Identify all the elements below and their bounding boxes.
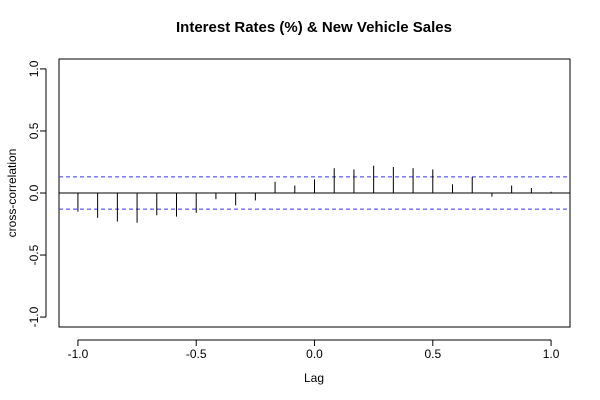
- ccf-bars: [77, 165, 552, 223]
- y-tick-label: -1.0: [27, 306, 41, 327]
- y-tick-label: 0.0: [27, 184, 41, 201]
- x-tick-label: -1.0: [68, 347, 89, 361]
- y-tick-label: -0.5: [27, 244, 41, 265]
- y-tick-label: 0.5: [27, 122, 41, 139]
- y-axis-label: cross-correlation: [5, 149, 19, 238]
- x-tick-label: 0.5: [424, 347, 441, 361]
- x-tick-label: 0.0: [306, 347, 323, 361]
- x-axis-label: Lag: [304, 371, 324, 385]
- x-tick-label: -0.5: [186, 347, 207, 361]
- chart-title: Interest Rates (%) & New Vehicle Sales: [176, 19, 452, 36]
- confidence-bounds: [59, 176, 570, 210]
- x-tick-label: 1.0: [543, 347, 560, 361]
- y-axis: -1.0 -0.5 0.0 0.5 1.0: [27, 60, 47, 327]
- x-axis: -1.0 -0.5 0.0 0.5 1.0: [68, 339, 560, 361]
- y-tick-label: 1.0: [27, 60, 41, 77]
